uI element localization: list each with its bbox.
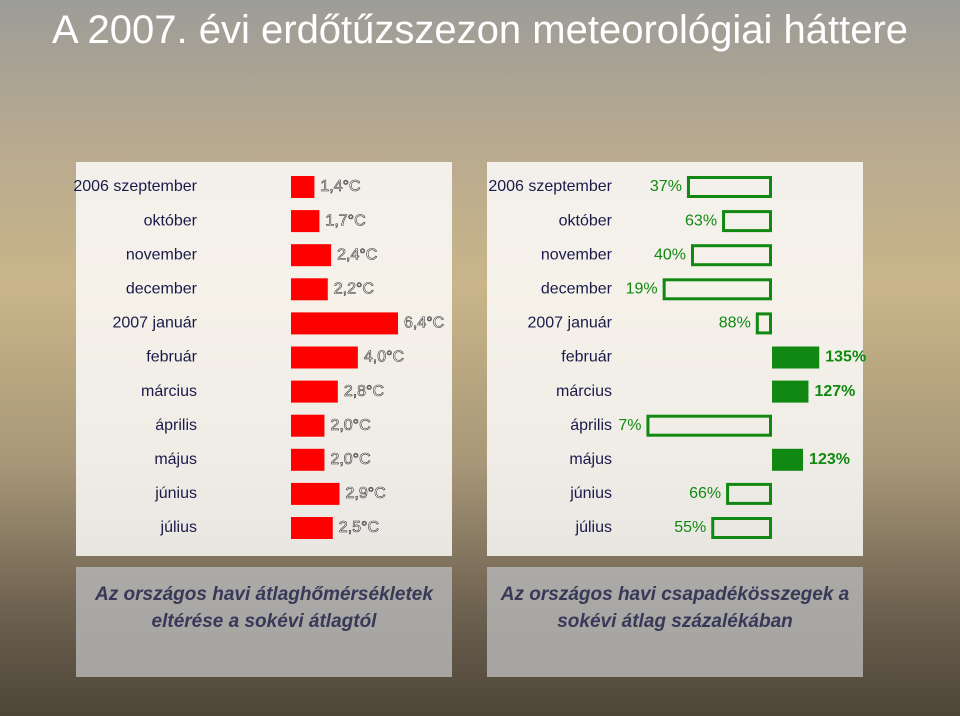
value-label: 2,2°C [334, 281, 374, 298]
bar [291, 482, 340, 505]
value-label: 127% [814, 383, 855, 400]
bar [722, 210, 772, 233]
value-label: 66% [689, 485, 721, 502]
value-label: 6,4°C [404, 315, 444, 332]
bar [755, 312, 772, 335]
value-label: 2,0°C [330, 417, 370, 434]
bar [691, 244, 772, 267]
value-label: 2,9°C [345, 485, 385, 502]
category-label: július [160, 519, 197, 536]
category-label: 2006 szeptember [73, 178, 197, 195]
category-label: 2007 január [527, 315, 612, 332]
category-label: április [155, 417, 197, 434]
category-label: 2007 január [112, 315, 197, 332]
category-label: október [559, 212, 613, 229]
category-label: március [141, 383, 197, 400]
value-label: 19% [626, 281, 658, 298]
chart-panel [76, 162, 452, 556]
category-label: december [126, 281, 198, 298]
bar [291, 176, 315, 198]
category-label: április [570, 417, 612, 434]
bar [291, 346, 358, 369]
category-label: május [154, 451, 197, 468]
category-label: május [569, 451, 612, 468]
bar [772, 448, 804, 471]
category-label: február [561, 349, 612, 366]
bar [711, 517, 772, 539]
bar [772, 380, 809, 403]
category-label: március [556, 383, 612, 400]
value-label: 55% [674, 519, 706, 536]
bar [291, 312, 398, 335]
value-label: 37% [650, 178, 682, 195]
bar [291, 210, 320, 233]
value-label: 4,0°C [364, 349, 404, 366]
value-label: 7% [618, 417, 641, 434]
category-label: november [126, 246, 198, 263]
value-label: 135% [825, 349, 866, 366]
bar [291, 414, 325, 437]
category-label: december [541, 281, 613, 298]
bar [646, 414, 773, 437]
bar [772, 346, 820, 369]
category-label: június [569, 485, 612, 502]
value-label: 2,0°C [330, 451, 370, 468]
bar [726, 482, 772, 505]
value-label: 2,5°C [339, 519, 379, 536]
bar [662, 278, 773, 301]
category-label: 2006 szeptember [488, 178, 612, 195]
value-label: 88% [719, 315, 751, 332]
value-label: 1,4°C [320, 178, 360, 195]
value-label: 2,8°C [344, 383, 384, 400]
category-label: június [154, 485, 197, 502]
value-label: 123% [809, 451, 850, 468]
bar [686, 176, 773, 198]
value-label: 63% [685, 212, 717, 229]
chart-caption: Az országos havi csapadékösszegek a soké… [487, 567, 863, 677]
value-label: 1,7°C [325, 212, 365, 229]
bar [291, 517, 333, 539]
category-label: február [146, 349, 197, 366]
value-label: 40% [654, 246, 686, 263]
bar [291, 380, 338, 403]
bar [291, 448, 325, 471]
value-label: 2,4°C [337, 246, 377, 263]
category-label: november [541, 246, 613, 263]
category-label: október [144, 212, 198, 229]
bar [291, 278, 328, 301]
chart-caption: Az országos havi átlaghőmérsékletek elté… [76, 567, 452, 677]
slide-title: A 2007. évi erdőtűzszezon meteorológiai … [51, 8, 909, 52]
category-label: július [575, 519, 612, 536]
bar [291, 244, 332, 267]
